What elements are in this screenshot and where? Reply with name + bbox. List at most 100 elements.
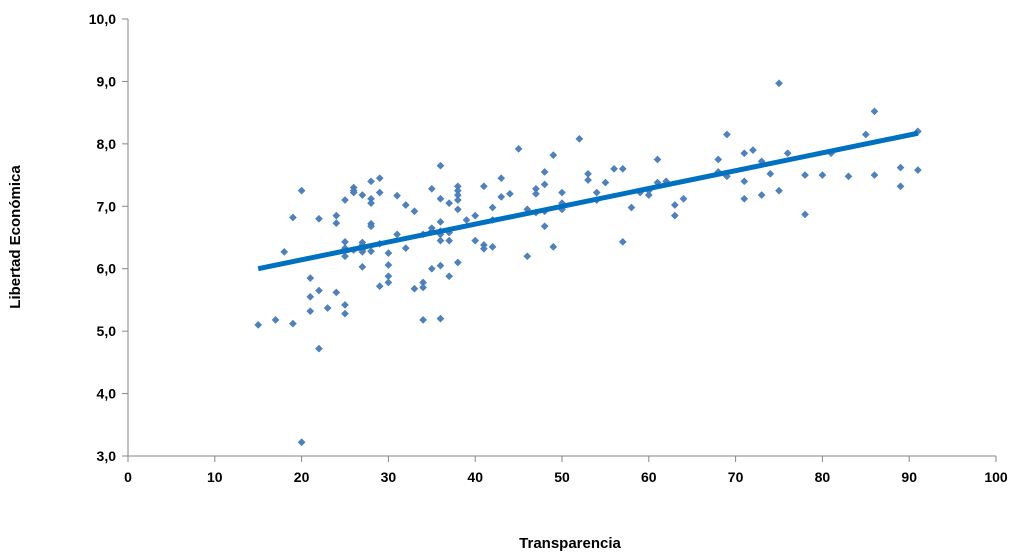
data-point [740, 194, 749, 203]
data-point [254, 321, 263, 329]
data-point [427, 184, 436, 193]
x-tick-label: 50 [554, 469, 570, 485]
data-point [653, 155, 662, 164]
data-point [610, 164, 618, 173]
data-point [549, 151, 558, 159]
data-point [315, 286, 323, 295]
data-point [540, 222, 549, 231]
data-point [393, 230, 401, 239]
trendline [257, 130, 919, 272]
data-point [367, 199, 375, 208]
data-point [419, 316, 428, 324]
data-point [532, 189, 540, 198]
x-tick-label: 0 [124, 469, 132, 485]
data-point [558, 188, 566, 197]
data-point [436, 194, 445, 203]
data-point [497, 174, 506, 183]
data-point [584, 176, 592, 184]
x-tick-label: 90 [901, 469, 917, 485]
data-point [818, 171, 827, 179]
points-layer [254, 79, 922, 447]
y-tick-label: 7,0 [97, 198, 117, 214]
data-point [358, 191, 367, 199]
data-point [401, 201, 410, 209]
data-point [427, 264, 436, 273]
data-point [306, 292, 315, 301]
data-point [801, 210, 809, 219]
data-point [393, 191, 401, 200]
data-point [627, 203, 636, 212]
data-point [453, 196, 462, 204]
y-tick-label: 9,0 [97, 73, 117, 89]
data-point [870, 171, 879, 179]
data-point [714, 155, 723, 164]
data-point [445, 236, 454, 245]
x-tick-label: 80 [815, 469, 831, 485]
data-point [367, 177, 375, 186]
x-axis-title: Transparencia [519, 535, 621, 552]
data-point [297, 438, 306, 447]
y-tick-label: 6,0 [97, 261, 117, 277]
x-axis-ticks: 0 10 20 30 40 50 60 70 80 90 100 [124, 456, 1008, 485]
data-point [670, 211, 679, 220]
data-point [384, 261, 393, 269]
data-point [341, 301, 349, 309]
data-point [375, 188, 384, 197]
data-point [679, 194, 688, 203]
data-point [280, 247, 289, 256]
data-point [297, 186, 306, 195]
data-point [801, 171, 809, 179]
data-point [462, 216, 471, 224]
data-point [306, 274, 315, 282]
data-point [497, 193, 506, 201]
data-point [315, 344, 323, 353]
data-point [453, 205, 462, 214]
data-point [775, 79, 783, 88]
data-point [471, 211, 480, 220]
data-point [896, 163, 905, 172]
data-point [375, 282, 384, 291]
data-point [540, 168, 549, 176]
data-point [618, 164, 627, 173]
data-point [575, 134, 584, 143]
data-point [341, 196, 349, 204]
data-point [488, 203, 497, 212]
data-point [410, 207, 419, 216]
data-point [332, 219, 341, 228]
data-point [289, 319, 297, 328]
x-tick-label: 60 [641, 469, 657, 485]
data-point [436, 161, 445, 170]
data-point [488, 242, 497, 251]
x-tick-label: 100 [984, 469, 1008, 485]
data-point [540, 180, 549, 189]
data-point [419, 283, 428, 292]
data-point [315, 214, 323, 223]
data-point [401, 244, 410, 252]
data-point [367, 222, 375, 231]
data-point [384, 249, 393, 257]
data-point [358, 262, 367, 271]
data-point [618, 237, 627, 246]
y-tick-label: 3,0 [97, 448, 117, 464]
data-point [644, 191, 653, 199]
data-point [740, 149, 749, 158]
data-point [870, 107, 879, 116]
data-point [757, 191, 766, 199]
data-point [341, 252, 349, 261]
data-point [375, 174, 384, 183]
data-point [436, 236, 445, 245]
data-point [479, 182, 488, 191]
data-point [523, 252, 532, 261]
y-axis-title: Libertad Económica [7, 165, 24, 309]
data-point [367, 247, 375, 256]
data-point [341, 309, 349, 318]
data-point [601, 178, 610, 187]
data-point [844, 172, 853, 181]
data-point [749, 146, 757, 154]
data-point [436, 218, 445, 226]
data-point [332, 288, 341, 297]
data-point [323, 304, 332, 312]
x-tick-label: 10 [207, 469, 223, 485]
data-point [783, 149, 792, 158]
x-tick-label: 40 [467, 469, 483, 485]
